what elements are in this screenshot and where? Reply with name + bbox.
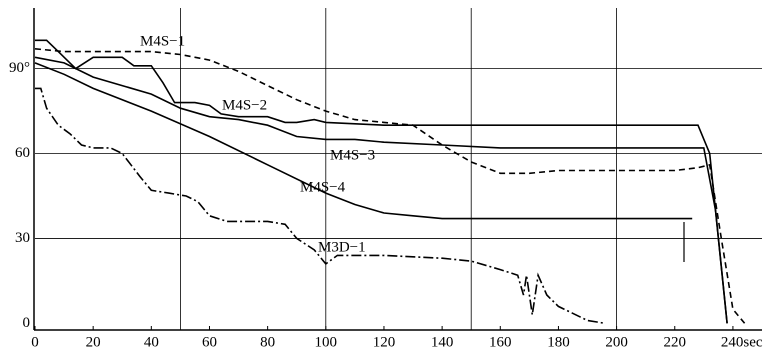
- y-tick-label: 90°: [9, 60, 30, 76]
- x-tick-label: 0: [31, 334, 39, 350]
- y-tick-label: 60: [15, 145, 30, 161]
- series-line: [35, 87, 606, 325]
- x-tick-label: 140: [431, 334, 454, 350]
- series-line: [34, 48, 746, 324]
- x-tick-label: 80: [260, 334, 275, 350]
- x-tick-label: 20: [86, 334, 101, 350]
- x-tick-label: 100: [315, 334, 338, 350]
- series-label: M4S−4: [300, 179, 346, 195]
- x-tick-label: 120: [373, 334, 396, 350]
- series-line: [35, 39, 728, 324]
- x-tick-label: 200: [605, 334, 628, 350]
- x-tick-label: 180: [547, 334, 570, 350]
- series-label: M4S−3: [330, 147, 375, 163]
- y-tick-label: 0: [23, 315, 31, 331]
- x-tick-label: 160: [489, 334, 512, 350]
- series-label: M4S−1: [140, 33, 185, 49]
- y-tick-label: 30: [15, 230, 30, 246]
- x-tick-label: 220: [664, 334, 687, 350]
- series-label: M4S−2: [222, 97, 267, 113]
- x-tick-label: 60: [202, 334, 217, 350]
- series-line: [34, 56, 728, 324]
- series-line: [34, 62, 693, 220]
- series-label: M3D−1: [318, 239, 366, 255]
- x-tick-label: 40: [144, 334, 159, 350]
- x-tick-label: 240sec: [721, 334, 763, 350]
